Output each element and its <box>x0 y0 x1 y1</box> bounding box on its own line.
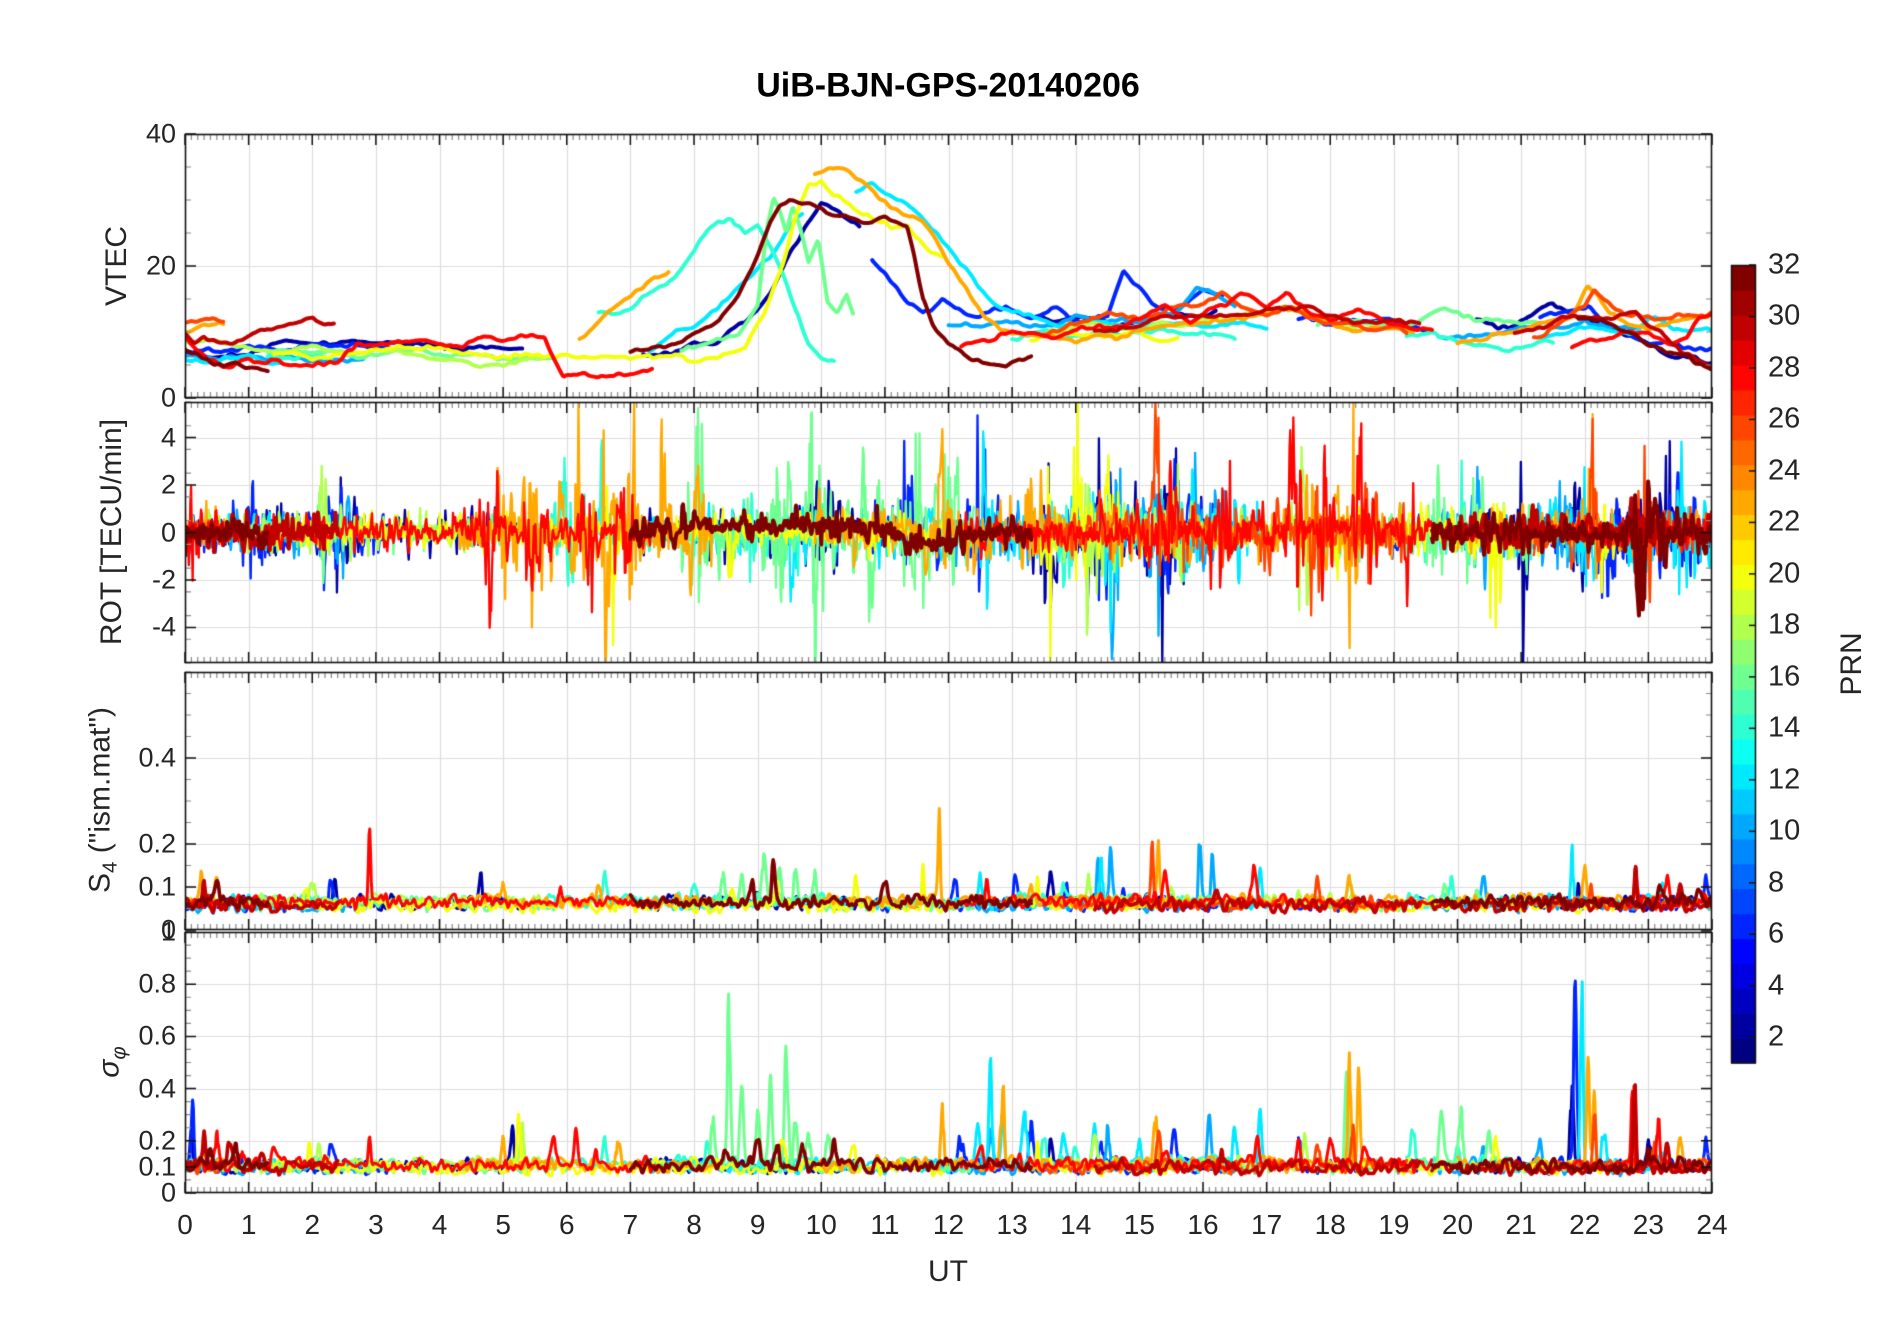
s4-label-sub: 4 <box>99 861 122 873</box>
y-tick-label-sigphi: 0.2 <box>138 1125 176 1156</box>
colorbar-tick-label: 22 <box>1768 505 1801 538</box>
colorbar-tick-label: 28 <box>1768 351 1801 384</box>
y-tick-label-rot: -4 <box>151 611 176 642</box>
x-tick-label: 8 <box>686 1209 702 1240</box>
x-tick-label: 14 <box>1060 1209 1092 1240</box>
x-tick-label: 24 <box>1696 1209 1728 1240</box>
x-tick-label: 15 <box>1123 1209 1155 1240</box>
x-tick-label: 10 <box>805 1209 837 1240</box>
y-axis-label-vtec: VTEC <box>100 225 133 307</box>
colorbar-tick-label: 2 <box>1768 1020 1785 1053</box>
colorbar-tick-label: 20 <box>1768 557 1801 590</box>
colorbar-tick-label: 24 <box>1768 454 1801 487</box>
colorbar-tick-label: 32 <box>1768 248 1801 281</box>
s4-label-main: S <box>83 872 117 893</box>
x-tick-label: 1 <box>240 1209 257 1240</box>
chart-title: UiB-BJN-GPS-20140206 <box>756 66 1140 105</box>
x-tick-label: 18 <box>1314 1209 1346 1240</box>
colorbar-tick-label: 4 <box>1768 969 1785 1002</box>
y-tick-label-rot: 0 <box>160 517 176 547</box>
x-tick-label: 4 <box>431 1209 448 1240</box>
colorbar-tick-label: 8 <box>1768 866 1785 899</box>
x-tick-label: 5 <box>495 1209 511 1240</box>
colorbar-tick-label: 10 <box>1768 814 1801 847</box>
x-tick-label: 2 <box>304 1209 321 1240</box>
colorbar-tick-label: 30 <box>1768 299 1801 332</box>
x-tick-label: 3 <box>368 1209 384 1240</box>
y-axis-label-sigma-phi: σφ <box>93 1046 132 1077</box>
y-tick-label-sigphi: 0.8 <box>138 968 176 999</box>
x-tick-label: 22 <box>1569 1209 1601 1240</box>
y-axis-label-s4: S4 ("ism.mat") <box>84 707 123 893</box>
y-tick-label-s4: 0.1 <box>138 871 176 902</box>
y-tick-label-sigphi: 0.1 <box>138 1151 176 1182</box>
colorbar-tick-label: 12 <box>1768 763 1801 796</box>
colorbar-tick-label: 26 <box>1768 402 1801 435</box>
y-tick-label-vtec: 40 <box>145 118 176 149</box>
y-tick-label-sigphi: 0 <box>160 1177 176 1208</box>
x-tick-label: 9 <box>749 1209 766 1240</box>
x-tick-label: 13 <box>996 1209 1028 1240</box>
s4-label-rest: ("ism.mat") <box>83 707 117 862</box>
y-tick-label-sigphi: 1 <box>160 916 176 947</box>
y-tick-label-s4: 0 <box>160 914 176 945</box>
colorbar-tick-label: 6 <box>1768 917 1785 950</box>
colorbar-tick-label: 16 <box>1768 660 1801 693</box>
x-tick-label: 6 <box>558 1209 575 1240</box>
x-tick-label: 12 <box>932 1209 965 1240</box>
x-tick-label: 21 <box>1505 1209 1537 1240</box>
y-axis-label-rot: ROT [TECU/min] <box>95 418 128 646</box>
x-tick-label: 20 <box>1441 1209 1474 1240</box>
x-tick-label: 17 <box>1251 1209 1283 1240</box>
y-tick-label-rot: 4 <box>160 422 176 453</box>
y-tick-label-vtec: 20 <box>145 250 176 281</box>
x-tick-label: 19 <box>1378 1209 1410 1240</box>
sigma-label-main: σ <box>92 1059 126 1078</box>
y-tick-label-rot: 2 <box>160 469 176 500</box>
y-tick-label-sigphi: 0.6 <box>138 1020 176 1051</box>
y-tick-label-rot: -2 <box>151 564 176 595</box>
colorbar-tick-label: 18 <box>1768 608 1801 641</box>
x-tick-label: 7 <box>622 1209 639 1240</box>
x-axis-label: UT <box>928 1255 968 1288</box>
y-tick-label-vtec: 0 <box>160 382 176 413</box>
y-tick-label-s4: 0.4 <box>138 742 176 773</box>
y-tick-label-sigphi: 0.4 <box>138 1073 176 1104</box>
colorbar-label: PRN <box>1835 632 1868 696</box>
x-tick-label: 0 <box>177 1209 193 1240</box>
x-tick-label: 16 <box>1187 1209 1219 1240</box>
x-tick-label: 23 <box>1632 1209 1664 1240</box>
y-tick-label-s4: 0.2 <box>138 828 176 859</box>
sigma-label-sub: φ <box>108 1046 131 1060</box>
x-tick-label: 11 <box>870 1209 900 1240</box>
colorbar-tick-label: 14 <box>1768 711 1801 744</box>
